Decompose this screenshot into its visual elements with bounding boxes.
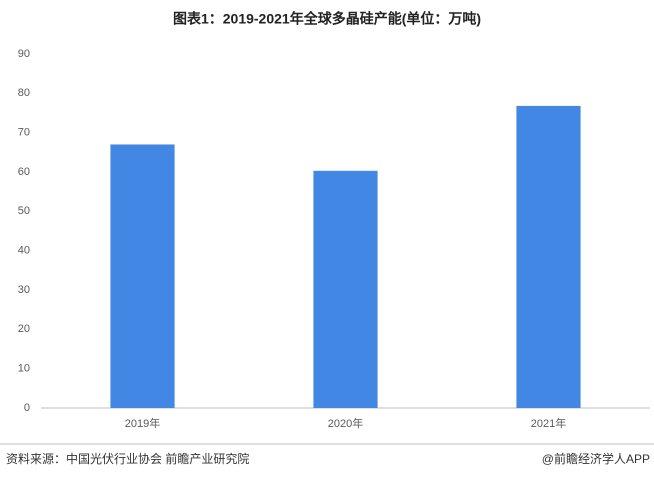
y-tick-label: 50 xyxy=(18,205,30,217)
y-tick-label: 40 xyxy=(18,245,30,257)
y-tick-label: 10 xyxy=(18,363,30,375)
bar xyxy=(516,105,581,409)
y-tick-label: 20 xyxy=(18,323,30,335)
credit: @前瞻经济学人APP xyxy=(542,451,650,466)
source: 资料来源：中国光伏行业协会 前瞻产业研究院 xyxy=(6,451,249,466)
x-tick-label: 2021年 xyxy=(531,416,566,430)
y-tick-label: 0 xyxy=(24,402,30,414)
y-tick-label: 30 xyxy=(18,284,30,296)
y-tick-label: 80 xyxy=(18,87,30,99)
x-tick-label: 2020年 xyxy=(328,416,363,430)
chart-title: 图表1：2019-2021年全球多晶硅产能(单位：万吨) xyxy=(173,11,481,27)
y-tick-label: 60 xyxy=(18,166,30,178)
bar xyxy=(110,144,175,408)
bar xyxy=(313,170,378,408)
y-tick-label: 70 xyxy=(18,127,30,139)
x-tick-label: 2019年 xyxy=(125,416,160,430)
y-tick-label: 90 xyxy=(18,48,30,60)
